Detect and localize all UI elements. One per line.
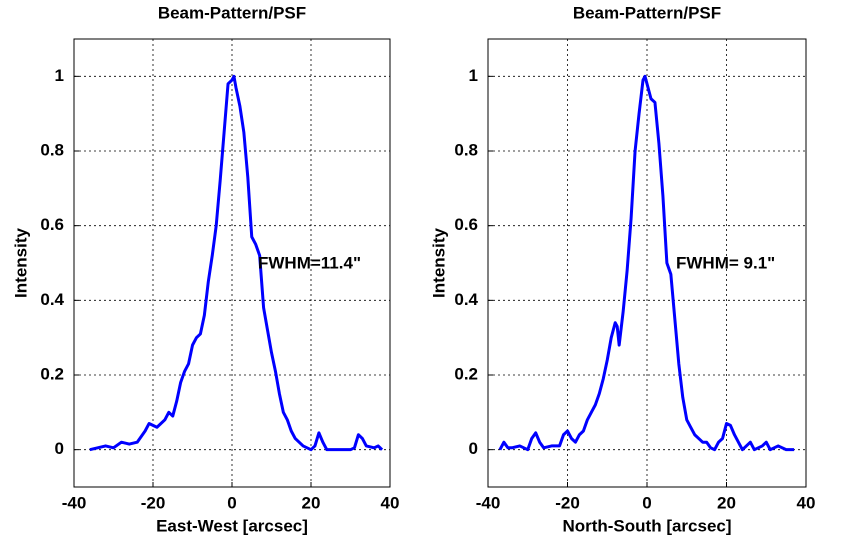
y-axis-label: Intensity: [429, 228, 448, 298]
x-axis-label: North-South [arcsec]: [562, 516, 731, 535]
x-tick-label: -40: [476, 493, 501, 512]
annotation: FWHM=11.4": [258, 253, 361, 272]
chart-title: Beam-Pattern/PSF: [573, 3, 721, 22]
y-tick-label: 0.6: [40, 215, 64, 234]
y-tick-label: 0: [469, 439, 478, 458]
y-tick-label: 0.2: [40, 364, 64, 383]
y-axis-label: Intensity: [11, 228, 30, 298]
x-tick-label: 40: [797, 493, 816, 512]
x-tick-label: 40: [381, 493, 400, 512]
x-tick-label: 20: [717, 493, 736, 512]
annotation: FWHM= 9.1": [676, 253, 775, 272]
x-tick-label: -20: [141, 493, 166, 512]
data-line: [89, 74, 384, 452]
x-tick-label: 0: [227, 493, 236, 512]
x-tick-label: -20: [555, 493, 580, 512]
y-tick-label: 0: [55, 439, 64, 458]
y-tick-label: 0.4: [454, 290, 478, 309]
y-tick-label: 0.8: [40, 140, 64, 159]
x-tick-label: -40: [62, 493, 87, 512]
y-tick-label: 0.6: [454, 215, 478, 234]
y-tick-label: 0.2: [454, 364, 478, 383]
axes-frame: [487, 38, 807, 488]
y-tick-label: 1: [469, 66, 478, 85]
data-line: [498, 74, 795, 452]
y-tick-label: 0.8: [454, 140, 478, 159]
chart-title: Beam-Pattern/PSF: [158, 3, 306, 22]
y-tick-label: 1: [55, 66, 64, 85]
axes-frame: [73, 38, 391, 488]
x-tick-label: 0: [642, 493, 651, 512]
x-axis-label: East-West [arcsec]: [156, 516, 308, 535]
x-tick-label: 20: [302, 493, 321, 512]
y-tick-label: 0.4: [40, 290, 64, 309]
